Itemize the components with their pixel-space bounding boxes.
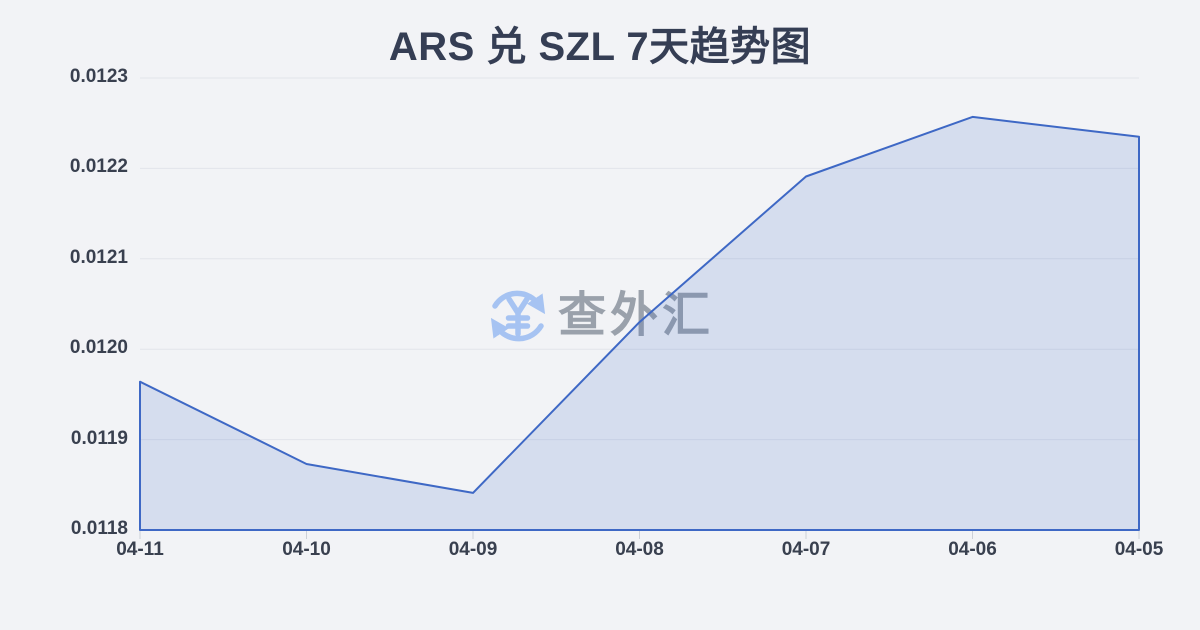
watermark-text: 查外汇 (558, 289, 715, 342)
currency-exchange-yen-icon (490, 290, 546, 342)
x-tick-label: 04-08 (615, 539, 664, 560)
chart-title: ARS 兑 SZL 7天趋势图 (388, 25, 812, 69)
x-tick-label: 04-09 (448, 539, 498, 560)
x-tick-label: 04-11 (116, 539, 164, 560)
x-tick-label: 04-05 (1114, 539, 1164, 560)
x-tick-label: 04-10 (282, 539, 331, 560)
y-tick-label: 0.0123 (69, 66, 128, 87)
y-tick-label: 0.0119 (70, 427, 128, 449)
x-tick-label: 04-06 (948, 539, 997, 560)
y-tick-label: 0.0122 (69, 156, 128, 178)
y-tick-label: 0.0120 (69, 337, 128, 359)
watermark: 查外汇 (486, 284, 714, 348)
area-series (139, 115, 1140, 531)
gridlines (140, 77, 1139, 441)
y-tick-label: 0.0121 (69, 246, 128, 268)
x-axis-ticks (139, 531, 1140, 539)
x-tick-label: 04-07 (781, 539, 831, 560)
y-tick-label: 0.0118 (70, 518, 128, 539)
